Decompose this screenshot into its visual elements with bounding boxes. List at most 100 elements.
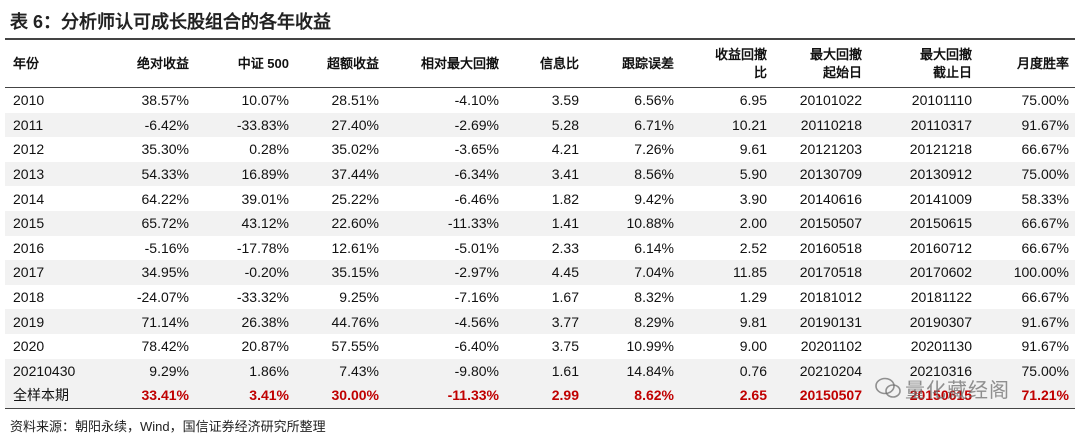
- summary-cell: -11.33%: [385, 383, 505, 409]
- cell: 12.61%: [331, 239, 379, 256]
- cell: 10.21: [680, 112, 773, 138]
- cell: 39.01%: [241, 190, 289, 207]
- cell: 75.00%: [978, 358, 1075, 384]
- table-row: 2017 34.95% -0.20% 35.15% -2.97% 4.45 7.04% 11.…: [5, 260, 1075, 285]
- table-row: 2014 64.22% 39.01% 25.22% -6.46% 1.82 9.42% 3.9…: [5, 186, 1075, 211]
- title-rule: [5, 38, 1075, 40]
- cell: 3.41: [505, 161, 585, 187]
- cell: 5.28: [505, 112, 585, 138]
- table-row: 2020 78.42% 20.87% 57.55% -6.40% 3.75 10.99% 9.…: [5, 334, 1075, 359]
- cell: 91.67%: [978, 112, 1075, 138]
- table-row: 2011 -6.42% -33.83% 27.40% -2.69% 5.28 6.71% 10…: [5, 112, 1075, 138]
- cell: 28.51%: [331, 92, 379, 109]
- cell: 20110317: [868, 112, 978, 138]
- cell: 20201130: [910, 338, 972, 355]
- cell: 75.00%: [978, 161, 1075, 187]
- cell: 2019: [5, 309, 110, 334]
- cell: 35.02%: [331, 141, 379, 158]
- cell: 75.00%: [1021, 92, 1069, 109]
- cell: 20121218: [909, 141, 972, 158]
- cell: 10.99%: [626, 338, 674, 355]
- cell: 2.52: [739, 239, 767, 256]
- cell: 91.67%: [978, 309, 1075, 334]
- header-cell: 相对最大回撤: [385, 40, 505, 88]
- cell: 22.60%: [295, 210, 385, 236]
- header-cell: 年份: [5, 40, 110, 88]
- table-row: 2010 38.57% 10.07% 28.51% -4.10% 3.59 6.56% 6.9…: [5, 88, 1075, 113]
- summary-cell: 71.21%: [978, 383, 1075, 409]
- header-cell: 超额收益: [295, 40, 385, 88]
- cell: 11.85: [680, 260, 773, 285]
- header-cell: 跟踪误差: [585, 40, 680, 88]
- cell: 9.81: [680, 309, 773, 334]
- cell: 20210204: [773, 358, 868, 384]
- cell: 5.90: [680, 161, 773, 187]
- cell: 2014: [13, 190, 45, 207]
- cell: 2012: [13, 141, 45, 158]
- cell: -5.01%: [454, 239, 499, 256]
- cell: 44.76%: [295, 309, 385, 334]
- summary-cell: 33.41%: [110, 383, 195, 409]
- cell: 14.84%: [585, 358, 680, 384]
- cell: 9.25%: [339, 289, 379, 306]
- cell: 2018: [13, 289, 45, 306]
- cell: 1.29: [739, 289, 767, 306]
- summary-cell: 30.00%: [295, 383, 385, 409]
- cell: 4.45: [505, 260, 585, 285]
- cell: 20121203: [799, 141, 862, 158]
- cell: 20190307: [868, 309, 978, 334]
- cell: 7.26%: [634, 141, 674, 158]
- cell: 66.67%: [1021, 141, 1069, 158]
- cell: 66.67%: [1021, 289, 1069, 306]
- cell: 37.44%: [295, 161, 385, 187]
- header-cell: 最大回撤 起始日: [773, 40, 868, 88]
- cell: 1.41: [505, 210, 585, 236]
- cell: 7.43%: [295, 358, 385, 384]
- title: 表 6：分析师认可成长股组合的各年收益: [10, 12, 332, 32]
- cell: -4.56%: [385, 309, 505, 334]
- cell: 4.21: [551, 141, 579, 158]
- cell: 1.82: [551, 190, 579, 207]
- cell: -5.16%: [144, 239, 189, 256]
- cell: 3.90: [739, 190, 767, 207]
- cell: -6.46%: [454, 190, 499, 207]
- summary-cell: 全样本期: [5, 383, 110, 409]
- summary-cell: 2.99: [505, 383, 585, 409]
- cell: 8.32%: [634, 289, 674, 306]
- cell: 34.95%: [110, 260, 195, 285]
- cell: 20140616: [799, 190, 862, 207]
- cell: 20101110: [911, 92, 972, 109]
- cell: 20181012: [799, 289, 862, 306]
- cell: 35.30%: [141, 141, 189, 158]
- cell: 2017: [5, 260, 110, 285]
- cell: 25.22%: [331, 190, 379, 207]
- cell: 66.67%: [1021, 239, 1069, 256]
- cell: 8.29%: [585, 309, 680, 334]
- cell: 2010: [13, 92, 45, 109]
- cell: 6.95: [739, 92, 767, 109]
- cell: 9.00: [739, 338, 767, 355]
- cell: 16.89%: [195, 161, 295, 187]
- cell: 2015: [5, 210, 110, 236]
- cell: 20210430: [5, 358, 110, 384]
- cell: 20181122: [910, 289, 972, 306]
- cell: 0.28%: [249, 141, 289, 158]
- summary-cell: 20150615: [868, 383, 978, 409]
- cell: 20130709: [773, 161, 868, 187]
- cell: -6.42%: [110, 112, 195, 138]
- cell: 1.86%: [195, 358, 295, 384]
- cell: -2.97%: [385, 260, 505, 285]
- cell: 2011: [5, 112, 110, 138]
- watermark: 量化藏经阁: [905, 380, 1010, 402]
- cell: 20160518: [799, 239, 862, 256]
- source-note: 资料来源：朝阳永续，Wind，国信证券经济研究所整理: [10, 419, 326, 434]
- cell: 35.15%: [295, 260, 385, 285]
- cell: 0.76: [680, 358, 773, 384]
- cell: 6.71%: [585, 112, 680, 138]
- cell: 1.61: [505, 358, 585, 384]
- cell: 91.67%: [1021, 338, 1069, 355]
- cell: 26.38%: [195, 309, 295, 334]
- cell: 78.42%: [141, 338, 189, 355]
- cell: 20160712: [909, 239, 972, 256]
- table-row: 2018 -24.07% -33.32% 9.25% -7.16% 1.67 8.32% 1.…: [5, 285, 1075, 310]
